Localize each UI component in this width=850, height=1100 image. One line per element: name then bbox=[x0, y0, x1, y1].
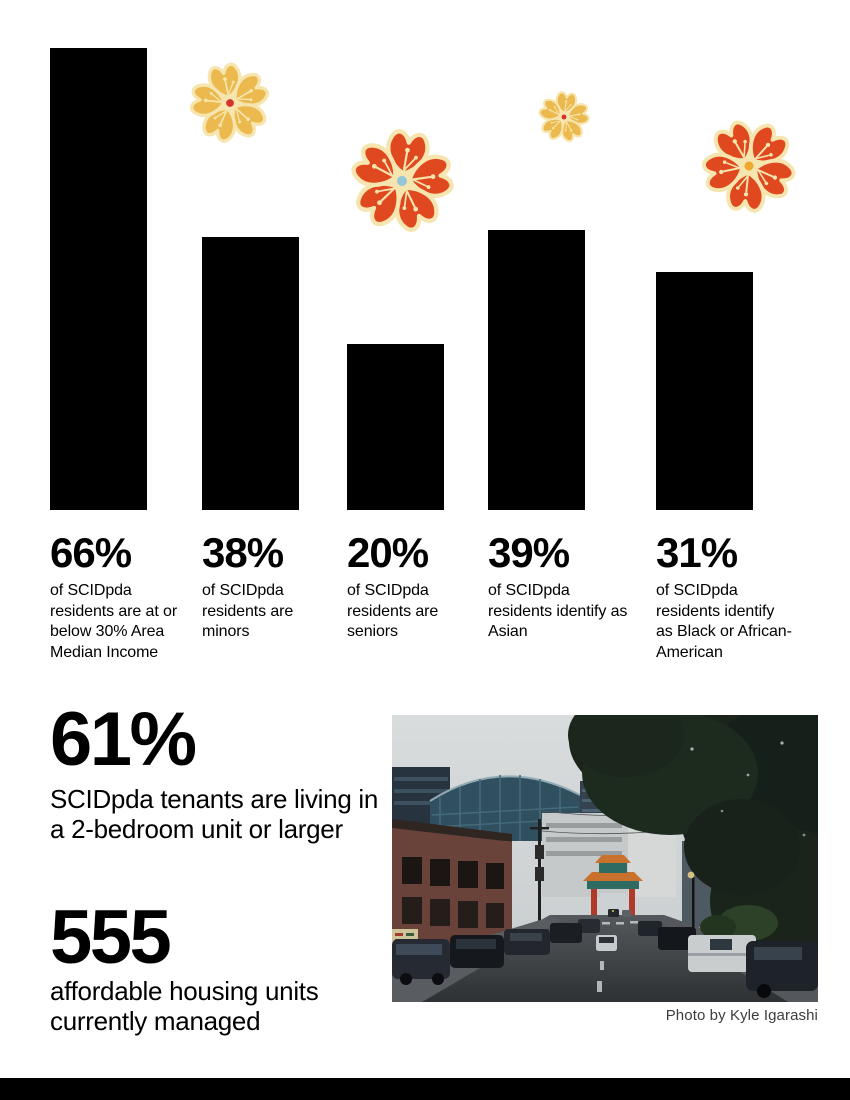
chart-bar-20% bbox=[347, 344, 444, 510]
footer-band bbox=[0, 1078, 850, 1100]
chart-bar-66% bbox=[50, 48, 147, 510]
stat-555-value: 555 bbox=[50, 895, 172, 980]
chart-bar-31% bbox=[656, 272, 753, 510]
chinatown-gate bbox=[583, 855, 643, 919]
bar-value-label: 31% bbox=[656, 529, 738, 576]
street-photo bbox=[392, 715, 818, 1002]
bar-label-column-4: 39% of SCIDpda residents identify as Asia… bbox=[488, 530, 648, 643]
sakura-flower-yellow-small-icon bbox=[538, 91, 590, 143]
sakura-flower-yellow-large-icon bbox=[189, 62, 269, 143]
bar-label-column-2: 38% of SCIDpda residents are minors bbox=[202, 530, 332, 643]
bar-value-label: 66% bbox=[50, 529, 132, 576]
road bbox=[392, 915, 818, 1002]
parked-cars-left bbox=[392, 919, 600, 985]
chart-bar-38% bbox=[202, 237, 299, 510]
photo-caption: Photo by Kyle Igarashi bbox=[665, 1007, 818, 1024]
bar-category-label: of SCIDpda residents identify as Black o… bbox=[656, 582, 792, 661]
bar-value-label: 38% bbox=[202, 529, 284, 576]
street-lamp bbox=[687, 871, 695, 935]
street-photo-scene bbox=[392, 715, 818, 1002]
bar-value-label: 39% bbox=[488, 529, 570, 576]
stat-555-description: affordable housing units currently manag… bbox=[50, 976, 319, 1036]
brick-building bbox=[392, 819, 512, 963]
bar-category-label: of SCIDpda residents are at or below 30%… bbox=[50, 582, 178, 661]
sakura-flower-orange-right-icon bbox=[701, 120, 796, 213]
parked-cars-right bbox=[638, 921, 818, 998]
bar-category-label: of SCIDpda residents are minors bbox=[202, 582, 294, 640]
bar-label-column-3: 20% of SCIDpda residents are seniors bbox=[347, 530, 477, 643]
bar-category-label: of SCIDpda residents are seniors bbox=[347, 582, 439, 640]
driving-car bbox=[596, 935, 617, 951]
stat-61-percent-value: 61% bbox=[50, 697, 197, 782]
tree-canopy bbox=[568, 715, 818, 973]
bar-label-column-5: 31% of SCIDpda residents identify as Blac… bbox=[656, 530, 811, 663]
bar-category-label: of SCIDpda residents identify as Asian bbox=[488, 582, 628, 640]
sakura-flower-orange-large-icon bbox=[351, 129, 454, 232]
chart-bar-39% bbox=[488, 230, 585, 510]
utility-pole bbox=[530, 819, 549, 951]
bar-value-label: 20% bbox=[347, 529, 429, 576]
stat-61-percent-description: SCIDpda tenants are living in a 2-bedroo… bbox=[50, 784, 379, 844]
distant-cars bbox=[608, 909, 631, 917]
bar-label-column-1: 66% of SCIDpda residents are at or below … bbox=[50, 530, 188, 663]
